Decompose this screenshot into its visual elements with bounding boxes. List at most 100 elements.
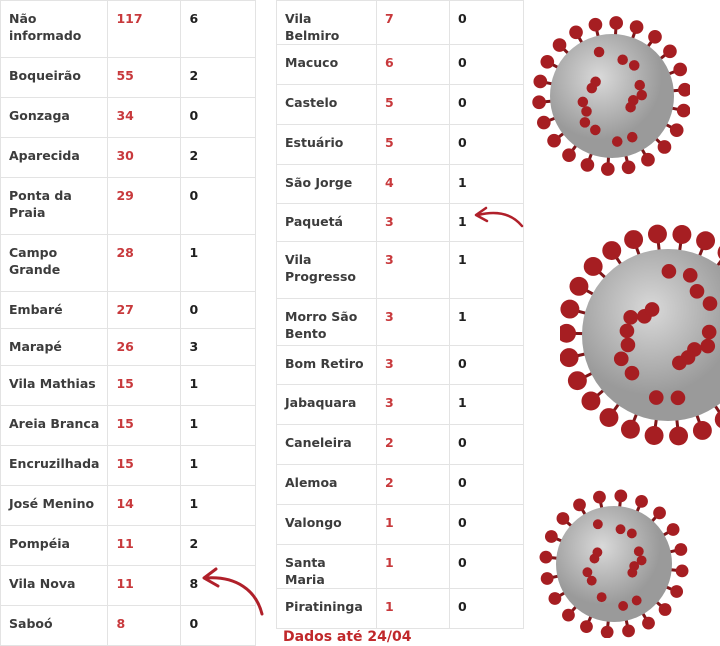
virus-spike (674, 543, 687, 556)
virus-spike (560, 348, 579, 367)
virus-surface-spike (683, 268, 698, 283)
death-count: 1 (450, 299, 524, 346)
case-count: 27 (108, 292, 181, 329)
case-count: 15 (108, 446, 181, 486)
case-count: 6 (377, 45, 450, 85)
death-count: 6 (181, 1, 256, 58)
virus-spike (540, 551, 553, 564)
virus-spike (645, 426, 664, 445)
table-row: Vila Mathias 15 1 (1, 366, 256, 406)
virus-spike (673, 63, 687, 77)
table-row: Macuco 6 0 (277, 45, 524, 85)
neighborhood-name: Areia Branca (1, 406, 108, 446)
neighborhood-name: Piratininga (277, 589, 377, 629)
virus-surface-spike (623, 310, 638, 325)
table-row: Caneleira 2 0 (277, 425, 524, 465)
death-count: 0 (450, 1, 524, 45)
virus-spike (648, 225, 667, 244)
death-count: 0 (450, 425, 524, 465)
virus-surface-spike (612, 136, 623, 147)
coronavirus-icon (560, 210, 720, 460)
virus-surface-spike (702, 325, 717, 340)
virus-surface-spike (578, 97, 589, 108)
neighborhood-name: Caneleira (277, 425, 377, 465)
virus-surface-spike (672, 356, 687, 371)
virus-surface-spike (634, 546, 644, 556)
death-count: 2 (181, 138, 256, 178)
virus-spike (667, 523, 680, 536)
neighborhood-name: Vila Belmiro (277, 1, 377, 45)
virus-spike (553, 38, 567, 52)
death-count: 0 (450, 505, 524, 545)
virus-surface-spike (700, 339, 715, 354)
death-count: 0 (181, 178, 256, 235)
virus-spike (614, 490, 627, 503)
death-count: 0 (450, 545, 524, 589)
neighborhood-name: Marapé (1, 329, 108, 366)
virus-surface-spike (637, 555, 647, 565)
table-row: Jabaquara 3 1 (277, 385, 524, 425)
virus-spike (609, 16, 623, 30)
neighborhood-name: Estuário (277, 125, 377, 165)
death-count: 1 (181, 406, 256, 446)
virus-surface-spike (581, 106, 592, 117)
neighborhood-name: Boqueirão (1, 58, 108, 98)
virus-surface-spike (634, 80, 645, 91)
death-count: 0 (450, 589, 524, 629)
virus-surface-spike (627, 132, 638, 143)
virus-surface-spike (587, 576, 597, 586)
virus-spike (562, 148, 576, 162)
neighborhood-name: Bom Retiro (277, 346, 377, 385)
virus-spike (621, 420, 640, 439)
virus-spike (669, 426, 688, 445)
neighborhood-name: Jabaquara (277, 385, 377, 425)
neighborhood-name: Santa Maria (277, 545, 377, 589)
table-row: Encruzilhada 15 1 (1, 446, 256, 486)
table-row: Vila Progresso 3 1 (277, 242, 524, 299)
virus-spike (540, 55, 554, 69)
neighborhood-name: Valongo (277, 505, 377, 545)
death-count: 0 (450, 465, 524, 505)
virus-surface-spike (616, 524, 626, 534)
case-count: 3 (377, 204, 450, 242)
virus-surface-spike (645, 302, 660, 317)
virus-spike (676, 564, 689, 577)
death-count: 3 (181, 329, 256, 366)
case-count: 29 (108, 178, 181, 235)
virus-spike (547, 134, 561, 148)
neighborhood-name: Gonzaga (1, 98, 108, 138)
virus-spike (593, 491, 606, 504)
case-count: 5 (377, 125, 450, 165)
case-count: 11 (108, 526, 181, 566)
virus-spike (573, 499, 586, 512)
death-count: 0 (450, 346, 524, 385)
table-row: Alemoa 2 0 (277, 465, 524, 505)
virus-spike (648, 30, 662, 44)
virus-spike (677, 104, 690, 118)
virus-spike (622, 624, 635, 637)
virus-spike (600, 408, 619, 427)
virus-spike (653, 507, 666, 520)
virus-surface-spike (592, 547, 602, 557)
virus-spike (541, 572, 554, 585)
case-count: 15 (108, 406, 181, 446)
virus-spike (568, 371, 587, 390)
case-count: 8 (108, 606, 181, 646)
death-count: 1 (450, 385, 524, 425)
virus-surface-spike (621, 338, 636, 353)
neighborhood-name: Alemoa (277, 465, 377, 505)
virus-surface-spike (632, 596, 642, 606)
virus-spike (545, 530, 558, 543)
virus-surface-spike (593, 519, 603, 529)
neighborhood-name: Castelo (277, 85, 377, 125)
death-count: 2 (181, 58, 256, 98)
table-row: São Jorge 4 1 (277, 165, 524, 204)
table-row: Não informado 117 6 (1, 1, 256, 58)
case-count: 1 (377, 589, 450, 629)
virus-spike (562, 609, 575, 622)
neighborhood-name: Macuco (277, 45, 377, 85)
table-row: Castelo 5 0 (277, 85, 524, 125)
case-count: 55 (108, 58, 181, 98)
neighborhood-name: Campo Grande (1, 235, 108, 292)
virus-surface-spike (590, 77, 601, 88)
